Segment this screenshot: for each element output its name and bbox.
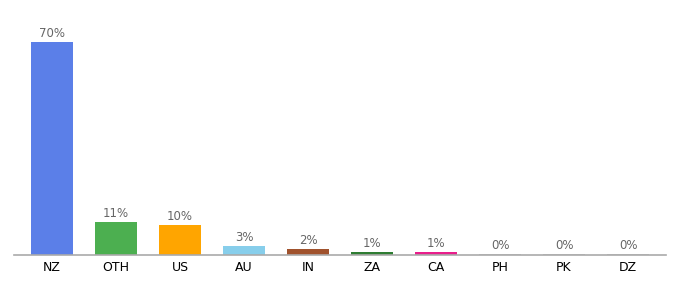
Text: 0%: 0%	[619, 239, 637, 252]
Bar	[479, 254, 521, 255]
Bar	[607, 254, 649, 255]
Text: 11%: 11%	[103, 207, 129, 220]
Bar	[95, 222, 137, 255]
Text: 0%: 0%	[555, 239, 573, 252]
Bar	[415, 252, 457, 255]
Text: 10%: 10%	[167, 210, 193, 223]
Bar	[223, 246, 265, 255]
Bar	[543, 254, 585, 255]
Bar	[159, 225, 201, 255]
Bar	[31, 42, 73, 255]
Bar	[287, 249, 329, 255]
Text: 1%: 1%	[426, 237, 445, 250]
Text: 0%: 0%	[491, 239, 509, 252]
Text: 1%: 1%	[362, 237, 381, 250]
Text: 70%: 70%	[39, 27, 65, 40]
Text: 3%: 3%	[235, 231, 253, 244]
Bar	[351, 252, 393, 255]
Text: 2%: 2%	[299, 234, 318, 247]
